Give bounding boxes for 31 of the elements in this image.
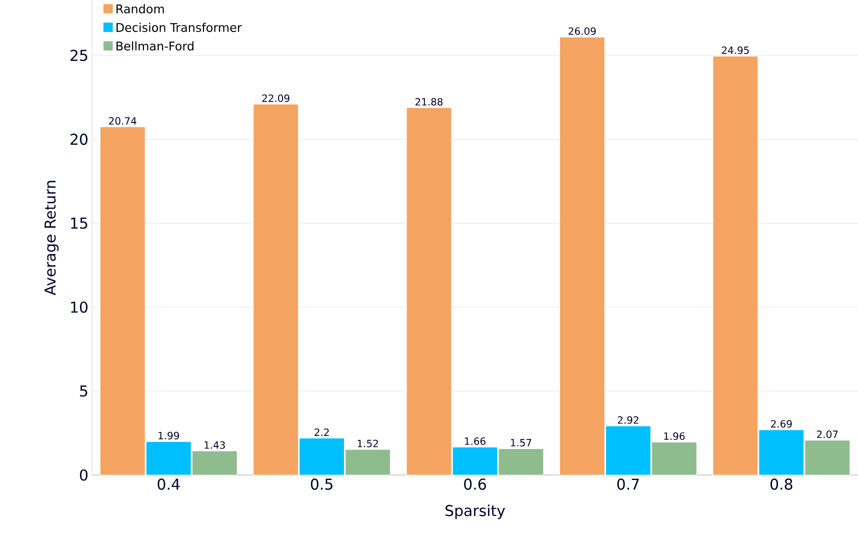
y-tick-label: 5	[80, 386, 88, 397]
legend-label: Random	[116, 4, 164, 14]
data-label: 1.96	[664, 432, 685, 440]
legend-label: Bellman-Ford	[116, 41, 194, 51]
data-label: 2.2	[314, 428, 329, 436]
data-label: 20.74	[109, 117, 136, 125]
data-label: 1.52	[358, 440, 378, 448]
data-label: 1.99	[158, 432, 179, 440]
data-label: 21.88	[415, 98, 443, 106]
data-label: 24.95	[722, 46, 749, 54]
y-tick-label: 15	[71, 218, 88, 229]
data-label: 22.09	[262, 94, 290, 102]
y-tick-label: 20	[70, 134, 88, 145]
x-tick-label: 0.5	[310, 478, 332, 490]
y-tick-label: 0	[80, 469, 88, 481]
data-label: 1.43	[204, 441, 225, 449]
data-label: 2.69	[771, 420, 792, 428]
data-label: 26.09	[568, 27, 596, 35]
x-tick-label: 0.6	[464, 478, 486, 490]
x-tick-label: 0.4	[158, 478, 180, 490]
x-tick-label: 0.8	[770, 478, 792, 490]
y-tick-label: 25	[70, 50, 88, 62]
y-tick-label: 10	[71, 302, 88, 313]
data-label: 2.07	[817, 430, 838, 438]
legend-label: Decision Transformer	[116, 22, 242, 32]
y-axis-title: Average Return	[44, 180, 59, 296]
data-label: 2.92	[618, 416, 638, 424]
x-tick-label: 0.7	[617, 478, 639, 490]
data-label: 1.57	[511, 439, 532, 446]
data-label: 1.66	[465, 437, 486, 445]
x-axis-title: Sparsity	[446, 504, 506, 520]
